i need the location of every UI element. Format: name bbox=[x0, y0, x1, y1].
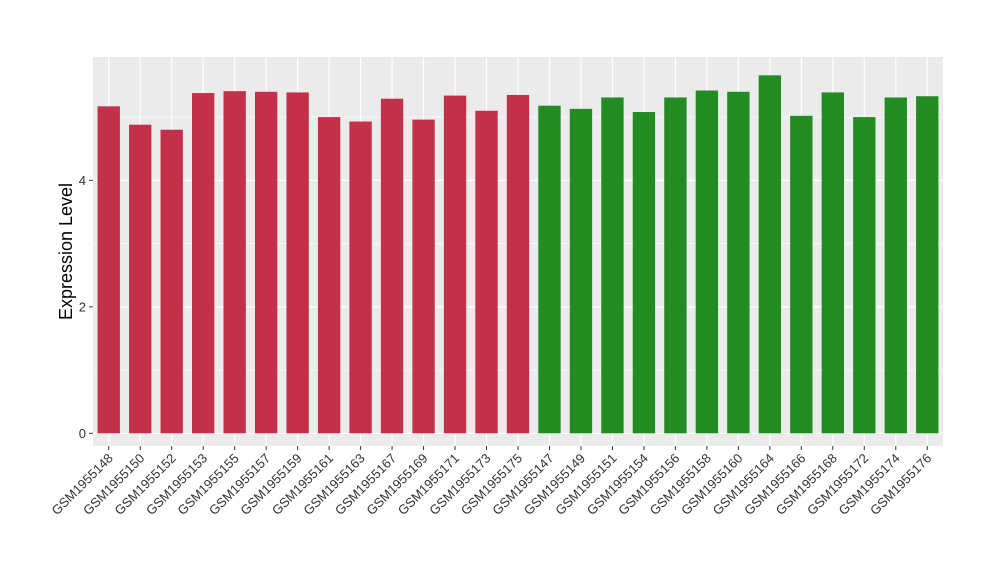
bar-GSM1955174 bbox=[884, 97, 907, 434]
bar-GSM1955171 bbox=[443, 95, 467, 434]
bars bbox=[97, 75, 939, 434]
bar-GSM1955156 bbox=[664, 97, 687, 434]
bar-GSM1955147 bbox=[538, 105, 561, 434]
bar-GSM1955169 bbox=[412, 119, 435, 434]
bar-GSM1955172 bbox=[853, 117, 876, 434]
y-tick-label: 2 bbox=[79, 299, 86, 314]
bar-GSM1955166 bbox=[790, 115, 813, 434]
bar-GSM1955149 bbox=[569, 108, 593, 434]
y-axis: 0 2 4 bbox=[79, 173, 93, 441]
bar-GSM1955155 bbox=[223, 91, 246, 434]
y-axis-title: Expression Level bbox=[56, 183, 76, 320]
bar-GSM1955168 bbox=[821, 92, 844, 434]
bar-GSM1955152 bbox=[160, 129, 183, 434]
bar-GSM1955159 bbox=[286, 92, 309, 434]
bar-GSM1955154 bbox=[632, 112, 656, 434]
bar-GSM1955167 bbox=[380, 98, 404, 434]
bar-GSM1955150 bbox=[129, 124, 152, 434]
bar-GSM1955153 bbox=[192, 93, 215, 434]
bar-GSM1955163 bbox=[349, 121, 372, 434]
bar-GSM1955173 bbox=[475, 110, 498, 434]
bar-GSM1955175 bbox=[506, 94, 530, 434]
bar-GSM1955158 bbox=[695, 90, 719, 434]
y-tick-label: 4 bbox=[79, 173, 86, 188]
x-axis: GSM1955148GSM1955150GSM1955152GSM1955153… bbox=[49, 446, 934, 518]
bar-GSM1955176 bbox=[916, 96, 939, 434]
bar-GSM1955164 bbox=[758, 75, 782, 434]
bar-GSM1955160 bbox=[727, 91, 750, 434]
bar-GSM1955151 bbox=[601, 97, 624, 434]
bar-GSM1955161 bbox=[317, 117, 341, 434]
bar-GSM1955157 bbox=[254, 91, 278, 434]
bar-GSM1955148 bbox=[97, 106, 120, 434]
y-tick-label: 0 bbox=[79, 426, 86, 441]
